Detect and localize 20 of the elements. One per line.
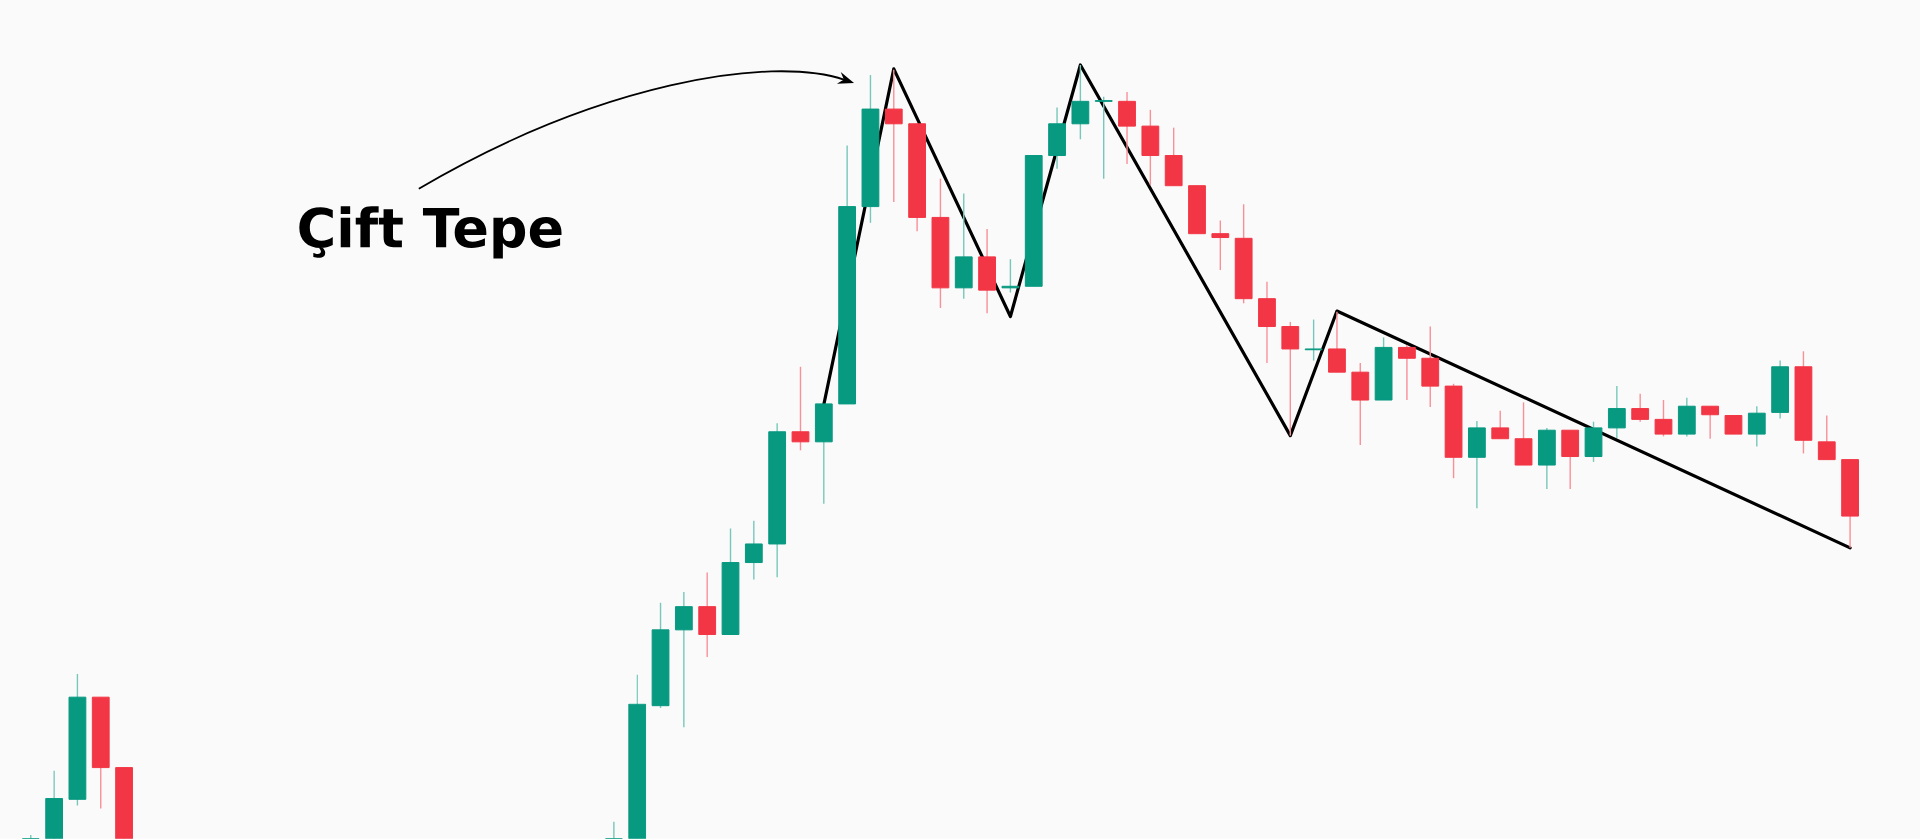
- candlestick: [1607, 385, 1626, 439]
- candlestick: [1631, 393, 1650, 423]
- candlestick: [1654, 399, 1673, 438]
- candlestick: [1701, 405, 1720, 440]
- candlestick: [1747, 405, 1766, 448]
- candlestick: [1281, 321, 1300, 437]
- candlestick: [791, 366, 810, 452]
- candlestick: [1304, 318, 1323, 362]
- candlestick: [1328, 311, 1346, 373]
- candlestick: [1817, 414, 1836, 461]
- candlestick: [1094, 96, 1113, 180]
- annotation: Çift Tepe: [299, 206, 562, 259]
- candlestick: [674, 591, 693, 729]
- candlestick: [1211, 219, 1230, 271]
- candlestick: [1398, 344, 1416, 401]
- candlestick: [1071, 64, 1090, 141]
- candlestick: [744, 520, 763, 581]
- candlestick: [884, 69, 903, 203]
- candlestick: [1724, 415, 1743, 435]
- candlestick: [1491, 410, 1510, 440]
